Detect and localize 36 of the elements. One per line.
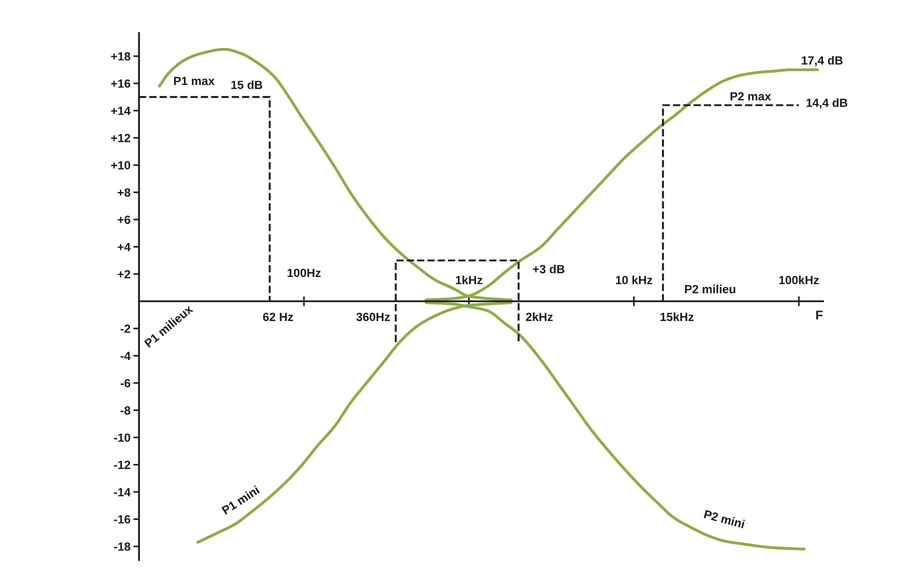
annotation: 2kHz [526, 312, 553, 321]
x-axis-title: F [816, 310, 823, 320]
y-tick-label: -4 [120, 352, 131, 360]
annotation: P2 milieu [685, 284, 736, 294]
text: P1 mini [221, 485, 260, 515]
y-tick-label: +14 [111, 106, 131, 115]
annotation: 14,4 dB [806, 98, 848, 109]
x-tick-label: 100kHz [779, 276, 819, 284]
y-tick-label: -6 [120, 379, 130, 388]
x-tick-label: 10 kHz [616, 276, 652, 284]
series-label: P2 max [730, 92, 772, 100]
y-tick-label: -12 [114, 460, 130, 469]
y-tick-label: -14 [114, 488, 131, 496]
annotation: 360Hz [356, 312, 390, 322]
y-tick-label: -2 [120, 324, 130, 333]
y-tick-label: +12 [111, 134, 130, 142]
series-label: P1 max [174, 76, 215, 86]
annotation: 62 Hz [263, 312, 294, 322]
x-tick-label: 1kHz [456, 276, 482, 284]
annotation: 15kHz [660, 312, 694, 322]
y-tick-label: +8 [118, 188, 130, 197]
y-tick-label: +16 [111, 79, 130, 88]
y-tick-label: +6 [118, 216, 130, 224]
annotation: 15 dB [231, 80, 262, 90]
y-tick-label: -16 [114, 515, 130, 524]
y-tick-label: -10 [114, 433, 130, 442]
annotation: +3 dB [532, 264, 564, 274]
text: P2 mini [704, 510, 745, 528]
annotation: 17,4 dB [802, 56, 843, 66]
y-tick-label: +18 [111, 52, 130, 61]
annotation: 100Hz [288, 268, 321, 278]
y-tick-label: -8 [120, 406, 130, 415]
y-tick-label: -18 [114, 542, 130, 551]
y-tick-label: +2 [118, 270, 130, 278]
y-tick-label: +10 [111, 161, 130, 170]
y-tick-label: +4 [118, 242, 131, 252]
